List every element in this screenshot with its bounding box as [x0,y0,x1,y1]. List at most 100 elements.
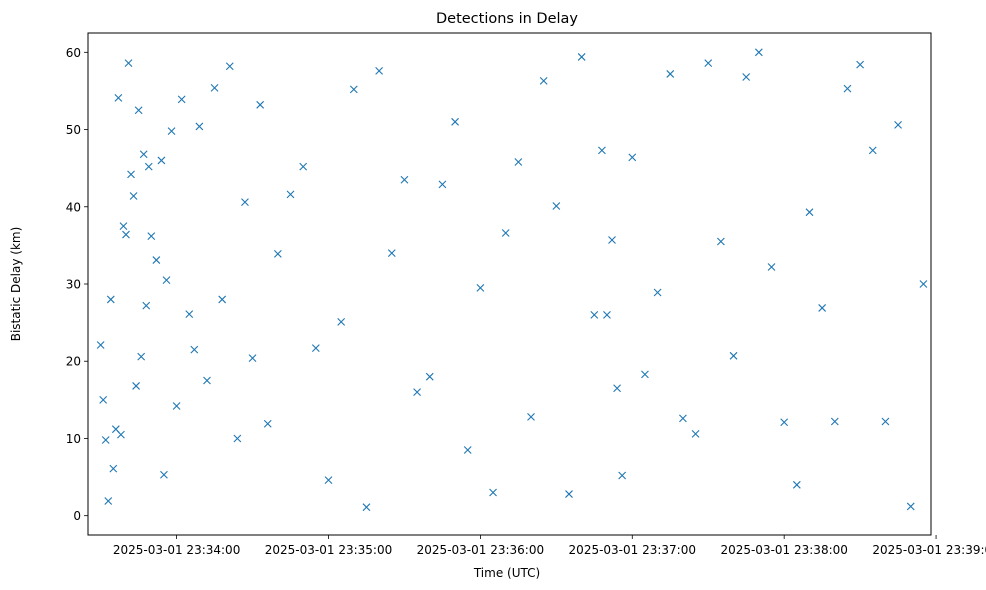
data-point [137,352,146,361]
data-point [101,436,110,444]
data-points [96,48,928,512]
data-point [99,395,108,404]
data-point [691,429,700,438]
data-point [868,146,877,155]
data-point [362,503,371,512]
data-point [843,84,852,93]
data-point [256,100,265,109]
x-axis-ticks: 2025-03-01 23:34:00 2025-03-01 23:35:00 20… [113,535,986,557]
data-point [311,344,320,352]
y-tick-label: 60 [66,46,81,60]
data-point [104,497,113,505]
data-point [139,150,148,159]
data-point [167,127,176,135]
data-point [679,414,687,423]
data-point [818,304,827,312]
data-point [119,222,128,230]
data-point [618,471,627,480]
data-point [134,106,143,115]
data-point [608,236,616,244]
data-point [195,122,204,131]
data-point [248,354,257,363]
x-tick-label: 2025-03-01 23:38:00 [720,543,847,557]
data-point [666,70,675,78]
data-point [489,488,497,497]
data-point [210,83,219,92]
plot-frame [87,32,932,536]
y-tick-label: 30 [66,278,81,292]
x-tick-label: 2025-03-01 23:39:00 [872,543,986,557]
y-tick-label: 20 [66,355,81,369]
data-point [780,418,789,427]
data-point [162,276,171,285]
data-point [413,388,421,397]
y-tick-label: 10 [66,432,81,446]
data-point [114,93,123,102]
data-point [830,417,839,426]
data-point [577,53,586,61]
chart-title: Detections in Delay [436,11,578,27]
data-point [225,62,234,71]
data-point [324,476,333,485]
y-axis-ticks: 0 10 20 30 40 50 60 [66,46,88,523]
data-point [805,208,814,217]
data-point [451,117,459,126]
data-point [160,470,168,479]
data-point [157,156,166,165]
data-point [894,121,902,129]
data-point [716,237,725,246]
data-point [127,170,135,179]
data-point [106,295,115,304]
data-point [185,310,194,319]
data-point [598,146,606,155]
data-point [792,480,801,489]
data-point [628,153,637,162]
data-point [590,311,599,319]
data-point [147,232,156,241]
x-tick-label: 2025-03-01 23:36:00 [417,543,544,557]
y-axis-label: Bistatic Delay (km) [9,227,23,342]
data-point [132,382,140,390]
data-point [349,85,358,94]
y-tick-label: 40 [66,200,81,214]
data-point [124,59,133,68]
data-point [539,76,548,85]
data-point [552,202,561,210]
data-point [122,230,130,239]
data-point [142,301,151,310]
data-point [299,162,308,171]
data-point [233,434,242,443]
data-point [400,175,409,184]
x-axis-label: Time (UTC) [473,566,540,580]
data-point [190,345,199,354]
data-point [856,60,865,69]
data-point [96,341,105,349]
data-point [527,412,535,421]
data-point [218,295,227,304]
data-point [117,430,125,439]
data-point [109,464,118,473]
data-point [375,66,384,75]
data-point [906,502,915,511]
data-point [273,249,282,258]
data-point [729,351,738,360]
data-point [514,158,523,166]
x-tick-label: 2025-03-01 23:37:00 [569,543,696,557]
data-point [919,280,928,288]
data-point [704,59,713,68]
data-point [177,95,186,104]
data-point [438,180,447,189]
data-point [603,311,611,319]
data-point [337,317,346,326]
data-point [476,283,485,292]
data-point [653,288,662,297]
data-point [286,190,295,199]
data-point [613,384,621,393]
y-tick-label: 0 [73,509,81,523]
data-point [144,162,153,171]
data-point [463,446,472,454]
data-point [501,229,510,237]
x-tick-label: 2025-03-01 23:35:00 [265,543,392,557]
data-point [387,249,396,257]
